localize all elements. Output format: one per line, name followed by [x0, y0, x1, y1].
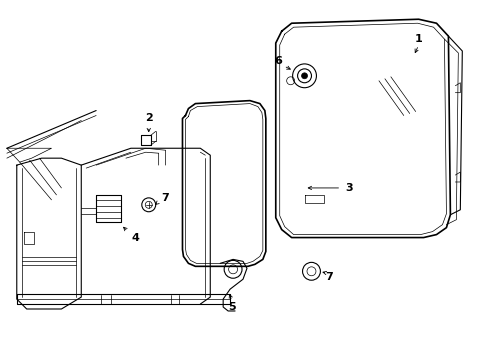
Text: 1: 1 — [414, 34, 422, 44]
Text: 7: 7 — [162, 193, 169, 203]
Text: 6: 6 — [273, 56, 281, 66]
Text: 5: 5 — [228, 302, 235, 312]
Text: 2: 2 — [144, 113, 152, 123]
Text: 7: 7 — [325, 272, 332, 282]
Text: 4: 4 — [132, 233, 140, 243]
Circle shape — [301, 73, 307, 79]
Text: 3: 3 — [345, 183, 352, 193]
Circle shape — [292, 64, 316, 88]
